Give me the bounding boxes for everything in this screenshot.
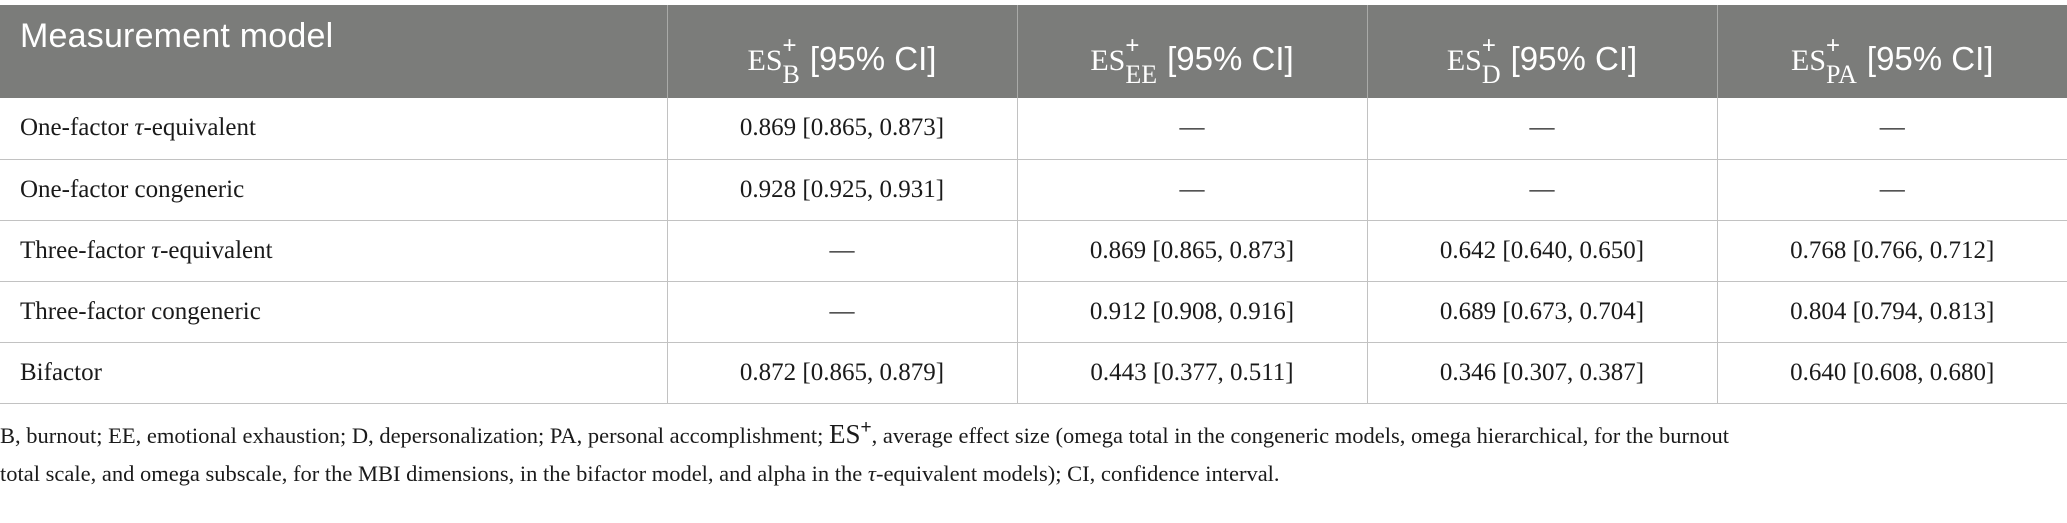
table-footnote: B, burnout; EE, emotional exhaustion; D,… bbox=[0, 416, 2060, 492]
tau-symbol: τ bbox=[134, 114, 144, 142]
header-es-symbol: ES bbox=[1090, 43, 1126, 77]
row-model-name: Three-factor congeneric bbox=[0, 281, 667, 342]
model-name-text: Bifactor bbox=[20, 358, 102, 386]
header-row: Measurement model ES + B [95% CI] ES + EE [95%… bbox=[0, 5, 2067, 98]
model-name-text: Three-factor bbox=[20, 236, 152, 264]
footnote-ci-definition: -equivalent models); CI, confidence inte… bbox=[875, 461, 1280, 486]
footnote-es-superscript: + bbox=[860, 417, 872, 438]
header-es-symbol: ES bbox=[1446, 43, 1482, 77]
cell-es-ee: — bbox=[1016, 98, 1367, 159]
table-row: Bifactor 0.872 [0.865, 0.879] 0.443 [0.3… bbox=[0, 342, 2067, 403]
header-es-subscript: D bbox=[1481, 60, 1501, 89]
footnote-es-definition: , average effect size (omega total in th… bbox=[871, 423, 1729, 448]
cell-es-b: — bbox=[666, 220, 1017, 281]
footnote-abbreviations: B, burnout; EE, emotional exhaustion; D,… bbox=[0, 423, 830, 448]
header-es-d: ES + D [95% CI] bbox=[1366, 5, 1717, 98]
cell-es-ee: 0.869 [0.865, 0.873] bbox=[1016, 220, 1367, 281]
tau-symbol: τ bbox=[151, 236, 161, 264]
header-es-superscript: + bbox=[1826, 32, 1841, 59]
header-es-pa: ES + PA [95% CI] bbox=[1716, 5, 2067, 98]
cell-es-d: — bbox=[1366, 98, 1717, 159]
header-ci-label: [95% CI] bbox=[1510, 39, 1638, 77]
table-header: Measurement model ES + B [95% CI] ES + EE [95%… bbox=[0, 5, 2067, 98]
header-es-superscript: + bbox=[782, 32, 797, 59]
cell-es-ee: 0.912 [0.908, 0.916] bbox=[1016, 281, 1367, 342]
table-body: One-factor τ-equivalent 0.869 [0.865, 0.… bbox=[0, 98, 2067, 403]
header-es-symbol: ES bbox=[1791, 43, 1827, 77]
results-table-container: Measurement model ES + B [95% CI] ES + EE [95%… bbox=[0, 5, 2067, 404]
header-es-ee: ES + EE [95% CI] bbox=[1016, 5, 1367, 98]
cell-es-pa: — bbox=[1716, 98, 2067, 159]
model-name-suffix: -equivalent bbox=[143, 114, 256, 142]
cell-es-pa: — bbox=[1716, 159, 2067, 220]
model-name-text: Three-factor congeneric bbox=[20, 297, 261, 325]
header-es-b: ES + B [95% CI] bbox=[666, 5, 1017, 98]
footnote-line-1: B, burnout; EE, emotional exhaustion; D,… bbox=[0, 416, 2060, 456]
row-model-name: Bifactor bbox=[0, 342, 667, 403]
cell-es-b: — bbox=[666, 281, 1017, 342]
cell-es-b: 0.869 [0.865, 0.873] bbox=[666, 98, 1017, 159]
table-row: Three-factor congeneric — 0.912 [0.908, … bbox=[0, 281, 2067, 342]
table-row: Three-factor τ-equivalent — 0.869 [0.865… bbox=[0, 220, 2067, 281]
cell-es-d: 0.346 [0.307, 0.387] bbox=[1366, 342, 1717, 403]
header-ci-label: [95% CI] bbox=[1167, 39, 1294, 77]
cell-es-pa: 0.640 [0.608, 0.680] bbox=[1716, 342, 2067, 403]
tau-symbol: τ bbox=[867, 461, 876, 486]
effect-size-table: Measurement model ES + B [95% CI] ES + EE [95%… bbox=[0, 5, 2067, 404]
model-name-text: One-factor bbox=[20, 114, 135, 142]
header-es-superscript: + bbox=[1125, 32, 1140, 59]
header-es-subscript: B bbox=[782, 60, 800, 89]
cell-es-d: — bbox=[1366, 159, 1717, 220]
cell-es-d: 0.642 [0.640, 0.650] bbox=[1366, 220, 1717, 281]
footnote-es-symbol: ES bbox=[829, 419, 861, 449]
header-es-subscript: EE bbox=[1125, 60, 1158, 89]
header-ci-label: [95% CI] bbox=[809, 39, 937, 77]
header-es-subscript: PA bbox=[1826, 60, 1857, 89]
row-model-name: One-factor congeneric bbox=[0, 159, 667, 220]
header-es-superscript: + bbox=[1481, 32, 1496, 59]
cell-es-d: 0.689 [0.673, 0.704] bbox=[1366, 281, 1717, 342]
cell-es-pa: 0.804 [0.794, 0.813] bbox=[1716, 281, 2067, 342]
cell-es-ee: 0.443 [0.377, 0.511] bbox=[1016, 342, 1367, 403]
footnote-continuation: total scale, and omega subscale, for the… bbox=[0, 461, 868, 486]
header-ci-label: [95% CI] bbox=[1866, 39, 1994, 77]
footnote-line-2: total scale, and omega subscale, for the… bbox=[0, 456, 2060, 492]
cell-es-pa: 0.768 [0.766, 0.712] bbox=[1716, 220, 2067, 281]
header-es-symbol: ES bbox=[747, 43, 783, 77]
cell-es-b: 0.928 [0.925, 0.931] bbox=[666, 159, 1017, 220]
cell-es-b: 0.872 [0.865, 0.879] bbox=[666, 342, 1017, 403]
table-row: One-factor congeneric 0.928 [0.925, 0.93… bbox=[0, 159, 2067, 220]
row-model-name: Three-factor τ-equivalent bbox=[0, 220, 667, 281]
header-measurement-model: Measurement model bbox=[0, 5, 667, 98]
table-row: One-factor τ-equivalent 0.869 [0.865, 0.… bbox=[0, 98, 2067, 159]
row-model-name: One-factor τ-equivalent bbox=[0, 98, 667, 159]
cell-es-ee: — bbox=[1016, 159, 1367, 220]
model-name-text: One-factor congeneric bbox=[20, 175, 245, 203]
model-name-suffix: -equivalent bbox=[160, 236, 273, 264]
